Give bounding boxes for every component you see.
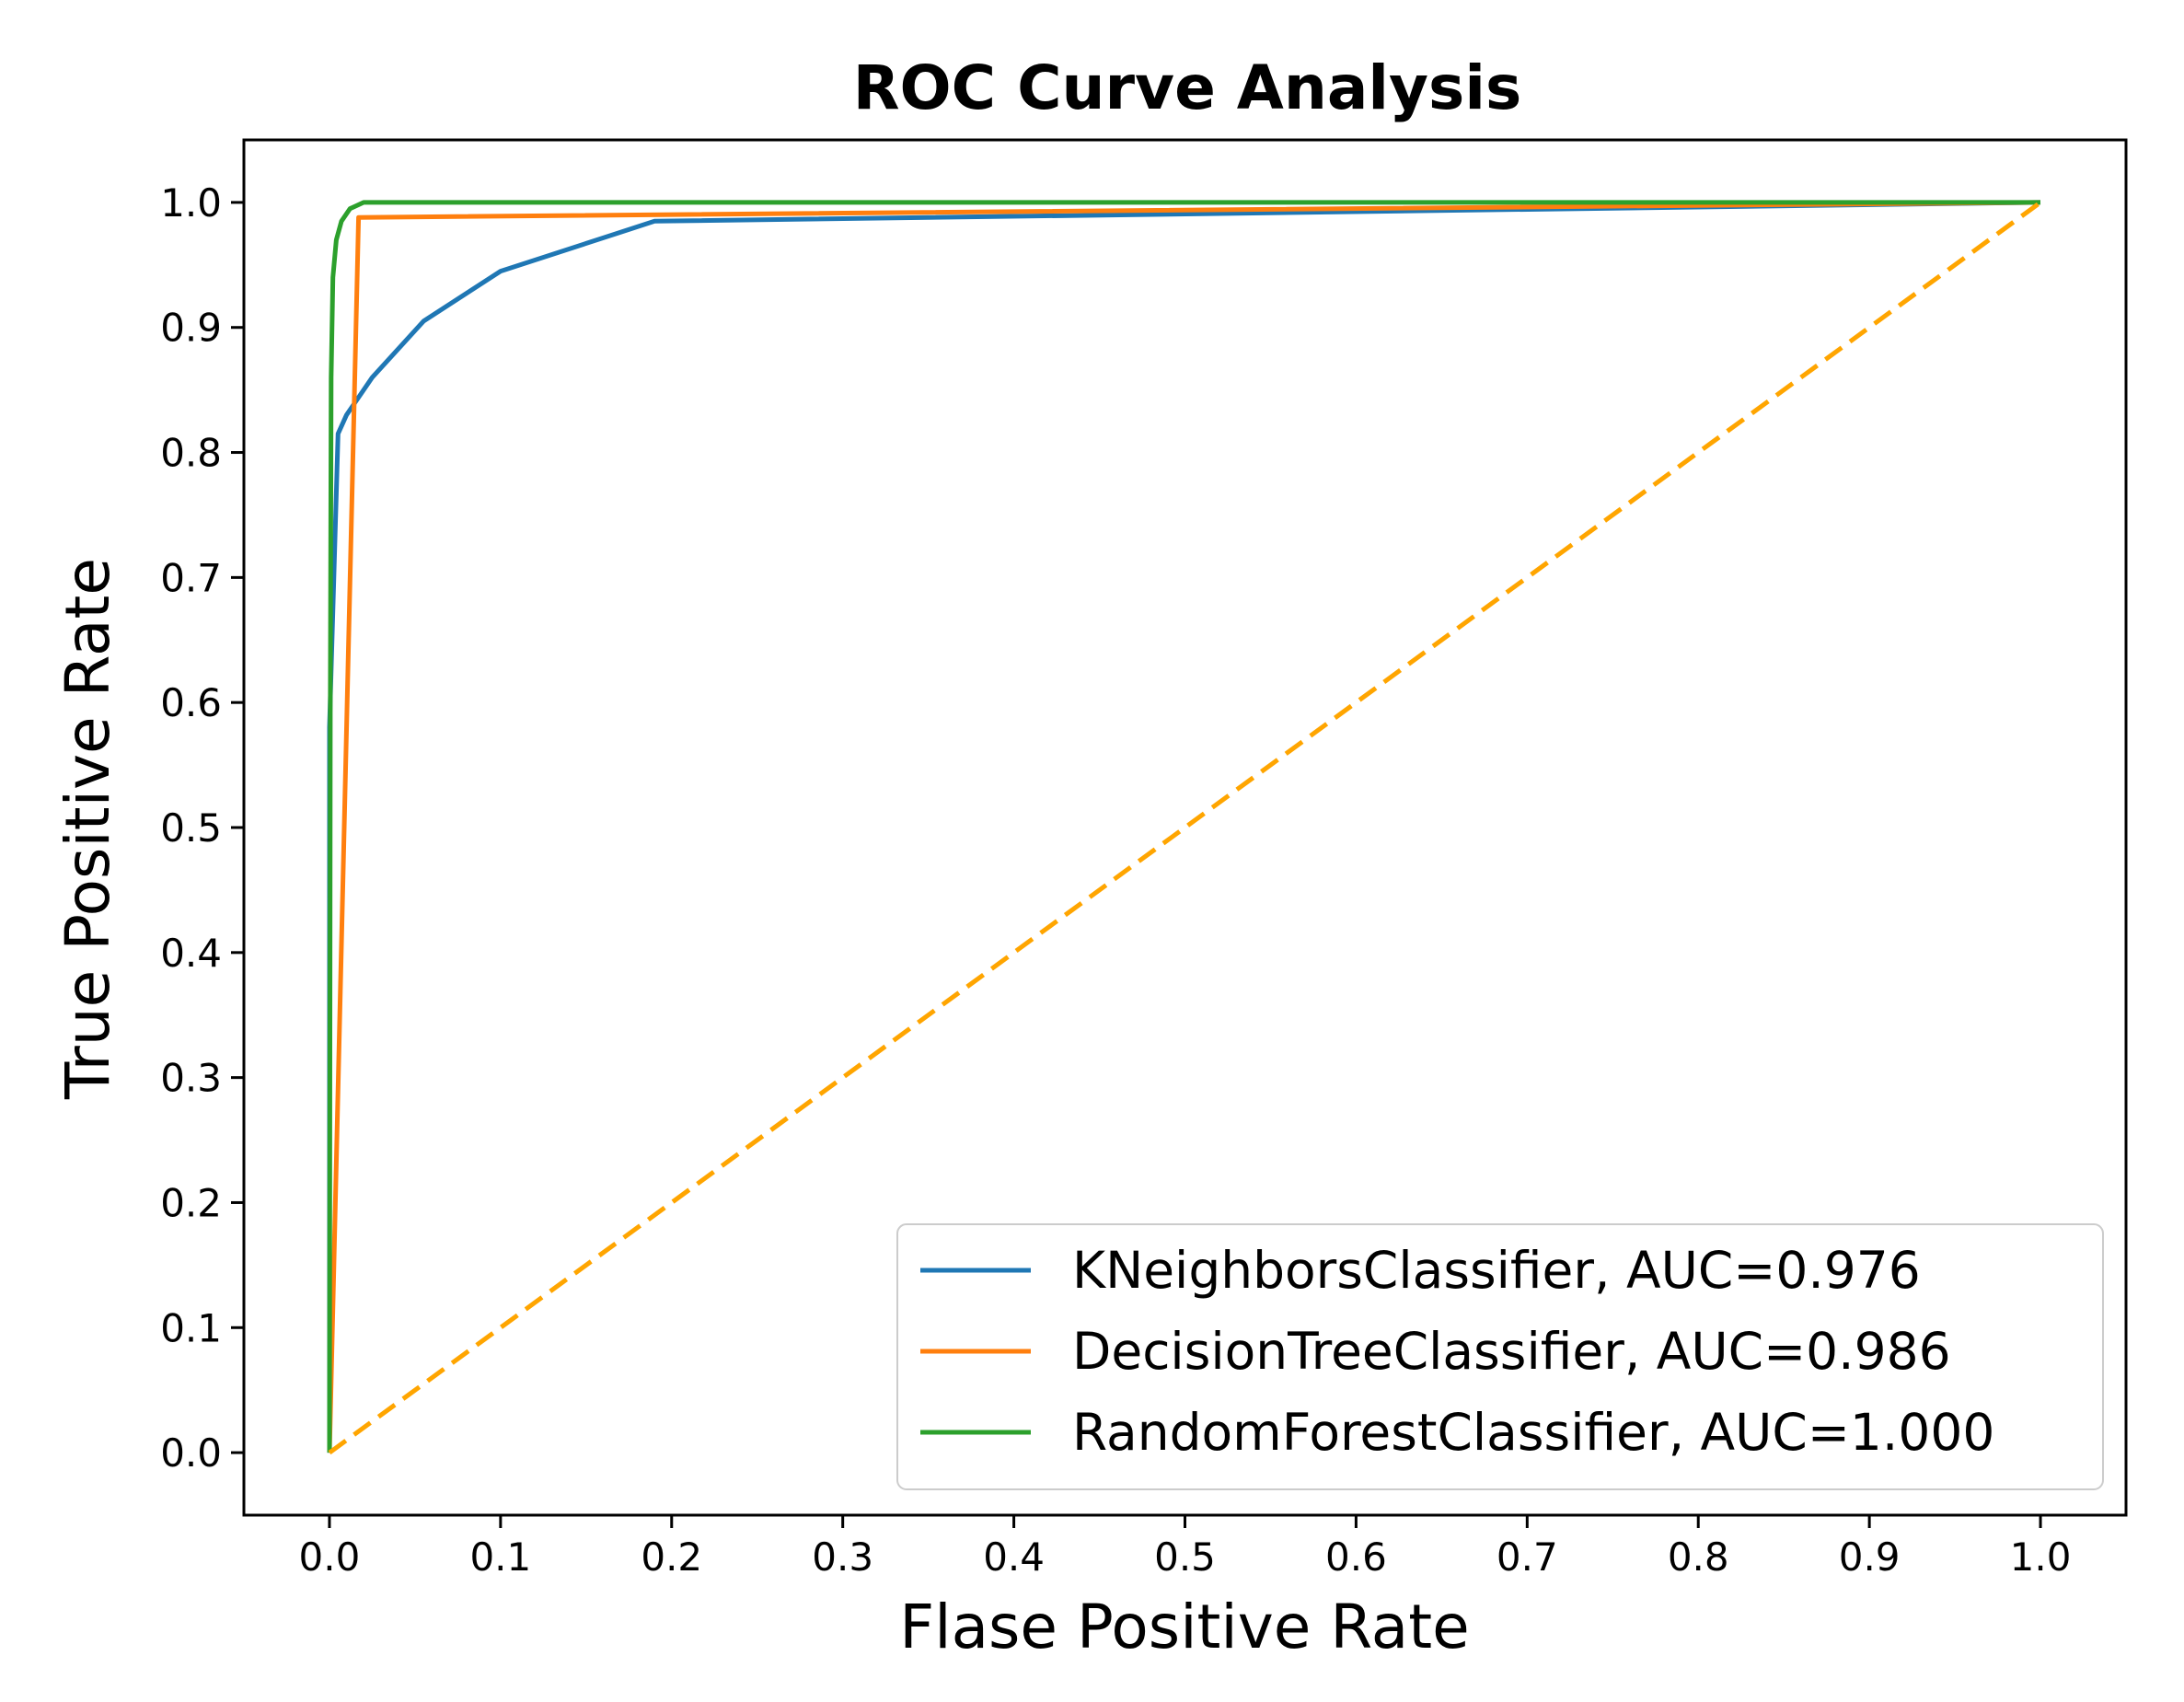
y-tick-label-2: 0.2	[160, 1180, 222, 1225]
x-tick-label-3: 0.3	[812, 1534, 873, 1580]
y-tick-label-10: 1.0	[160, 180, 222, 226]
y-tick-label-5: 0.5	[160, 805, 222, 851]
y-axis-label: True Positive Rate	[52, 558, 123, 1100]
y-axis-ticks: 0.0 0.1 0.2 0.3 0.4 0.5 0.6 0.7 0.8 0.9 1.0	[160, 180, 244, 1476]
x-tick-label-5: 0.5	[1154, 1534, 1216, 1580]
series-group	[327, 200, 2042, 1455]
y-tick-label-4: 0.4	[160, 931, 222, 976]
y-tick-label-9: 0.9	[160, 306, 222, 351]
x-axis-ticks: 0.0 0.1 0.2 0.3 0.4 0.5 0.6 0.7 0.8 0.9 1.0	[299, 1515, 2072, 1580]
legend-label-1: DecisionTreeClassifier, AUC=0.986	[1072, 1322, 1951, 1381]
series-line-1	[327, 200, 2041, 1453]
x-tick-label-9: 0.9	[1839, 1534, 1901, 1580]
y-tick-label-8: 0.8	[160, 431, 222, 476]
series-line-2	[327, 200, 2040, 1453]
x-tick-label-8: 0.8	[1668, 1534, 1729, 1580]
x-tick-label-2: 0.2	[641, 1534, 702, 1580]
x-axis-label: Flase Positive Rate	[899, 1592, 1469, 1662]
x-tick-label-1: 0.1	[469, 1534, 531, 1580]
x-tick-label-10: 1.0	[2010, 1534, 2072, 1580]
legend-label-2: RandomForestClassifier, AUC=1.000	[1072, 1403, 1994, 1462]
legend: KNeighborsClassifier, AUC=0.976 DecisionT…	[896, 1223, 2104, 1490]
x-tick-label-7: 0.7	[1496, 1534, 1558, 1580]
y-tick-label-6: 0.6	[160, 680, 222, 725]
y-tick-label-7: 0.7	[160, 555, 222, 600]
y-tick-label-0: 0.0	[160, 1430, 222, 1476]
legend-box	[896, 1223, 2104, 1490]
x-tick-label-4: 0.4	[983, 1534, 1045, 1580]
chart-title: ROC Curve Analysis	[853, 52, 1522, 123]
y-tick-label-1: 0.1	[160, 1305, 222, 1350]
x-tick-label-0: 0.0	[299, 1534, 361, 1580]
x-tick-label-6: 0.6	[1325, 1534, 1387, 1580]
y-tick-label-3: 0.3	[160, 1056, 222, 1101]
legend-label-0: KNeighborsClassifier, AUC=0.976	[1072, 1241, 1921, 1300]
series-line-3	[328, 200, 2042, 1455]
legend-items: KNeighborsClassifier, AUC=0.976 DecisionT…	[920, 1241, 1994, 1462]
